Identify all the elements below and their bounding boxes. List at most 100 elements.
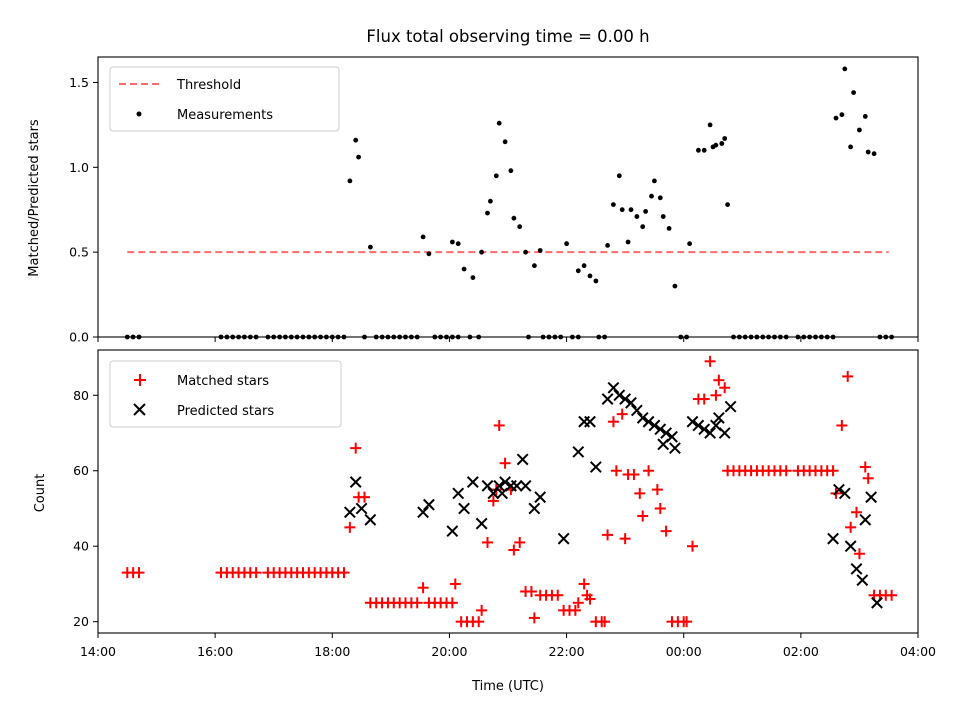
predicted-star-point [865,491,878,504]
measurement-point [865,149,871,155]
measurement-point [605,243,610,248]
predicted-star-point [630,404,643,417]
measurement-point [696,147,701,153]
y-tick-label: 40 [73,539,89,554]
matched-star-point [681,616,693,628]
predicted-star-point [475,517,488,530]
legend-box [109,360,342,428]
matched-star-point [338,567,350,579]
measurement-point [517,224,523,230]
predicted-star-point [417,506,429,519]
plot-frame-bottom [97,349,919,634]
measurement-point [857,127,862,133]
x-tick-label: 18:00 [314,644,350,659]
measurement-point [356,154,361,160]
measurement-point [420,234,426,240]
measurement-point [508,168,514,174]
predicted-star-point [557,532,570,545]
predicted-star-point [844,540,857,553]
measurement-point [347,178,353,184]
matched-star-point [780,465,792,477]
predicted-star-point [355,502,368,515]
matched-star-point [250,567,262,579]
matched-star-point [643,465,655,477]
measurement-point [575,268,581,274]
measurement-point [532,263,537,269]
matched-star-point [446,597,458,609]
matched-star-point [719,382,731,394]
y-tick-label: 0.5 [69,245,89,260]
matched-star-point [637,510,649,522]
measurement-point [619,207,625,213]
x-axis-label-time: Time (UTC) [471,679,544,694]
plot-frame-top [97,56,919,338]
predicted-star-point [458,502,470,515]
y-tick-label: 0.0 [69,330,89,345]
predicted-star-point [636,412,649,424]
y-axis-label-ratio: Matched/Predicted stars [27,119,42,277]
matched-star-point [853,548,865,560]
matched-star-point [133,567,145,579]
measurement-point [479,249,484,255]
measurement-point [488,198,493,204]
predicted-star-point [481,479,494,492]
legend-label-matched: Matched stars [177,374,269,389]
predicted-star-point [856,574,869,587]
matched-star-point [487,495,499,507]
matched-star-point [687,540,698,552]
predicted-star-point [698,423,711,436]
matched-star-point [578,578,590,590]
predicted-star-point [452,487,465,500]
predicted-star-point [666,430,678,443]
measurement-point [581,263,587,269]
measurement-point [725,202,730,208]
measurement-point [368,244,373,250]
matched-star-point [599,616,611,628]
matched-star-point [508,544,520,556]
predicted-star-point [528,502,541,515]
measurement-point [649,193,654,199]
predicted-legend-swatch [133,403,146,416]
predicted-star-point [589,461,602,473]
predicted-star-point [833,483,845,496]
legend-bottom: Matched stars Predicted stars [109,360,342,428]
x-tick-label: 00:00 [666,644,702,659]
matched-star-point [359,491,370,503]
measurement-point [616,173,622,179]
matched-star-point [836,419,848,431]
measurement-point [719,141,725,146]
predicted-star-point [724,400,737,413]
measurement-point [833,115,839,121]
matched-star-point [476,604,488,616]
measurement-point [523,249,528,255]
predicted-star-point [364,513,377,526]
measurements-legend-swatch [136,111,142,117]
matched-star-point [616,408,628,420]
measurement-point [353,137,359,143]
matched-star-point [610,465,622,477]
matched-star-point [552,589,564,601]
predicted-star-point [827,532,839,545]
measurement-point [493,173,499,179]
matched-star-point [628,469,640,481]
measurement-point [851,90,856,95]
measurement-point [625,239,631,245]
legend-label-predicted: Predicted stars [177,404,274,419]
measurement-point [839,112,845,118]
measurement-point [707,122,713,128]
predicted-star-point [669,442,681,455]
predicted-star-point [343,506,356,519]
matched-star-point [473,616,485,628]
matched-star-point [651,484,663,496]
matched-star-point [572,597,584,609]
matched-star-point [411,597,423,609]
measurement-point [722,136,728,141]
matched-star-point [607,416,619,428]
x-tick-label: 14:00 [80,644,116,659]
matched-star-point [482,536,493,548]
matched-star-point [851,506,862,518]
predicted-star-point [487,487,500,500]
matched-star-point [827,465,839,477]
predicted-star-point [718,427,731,439]
measurement-point [666,226,672,231]
